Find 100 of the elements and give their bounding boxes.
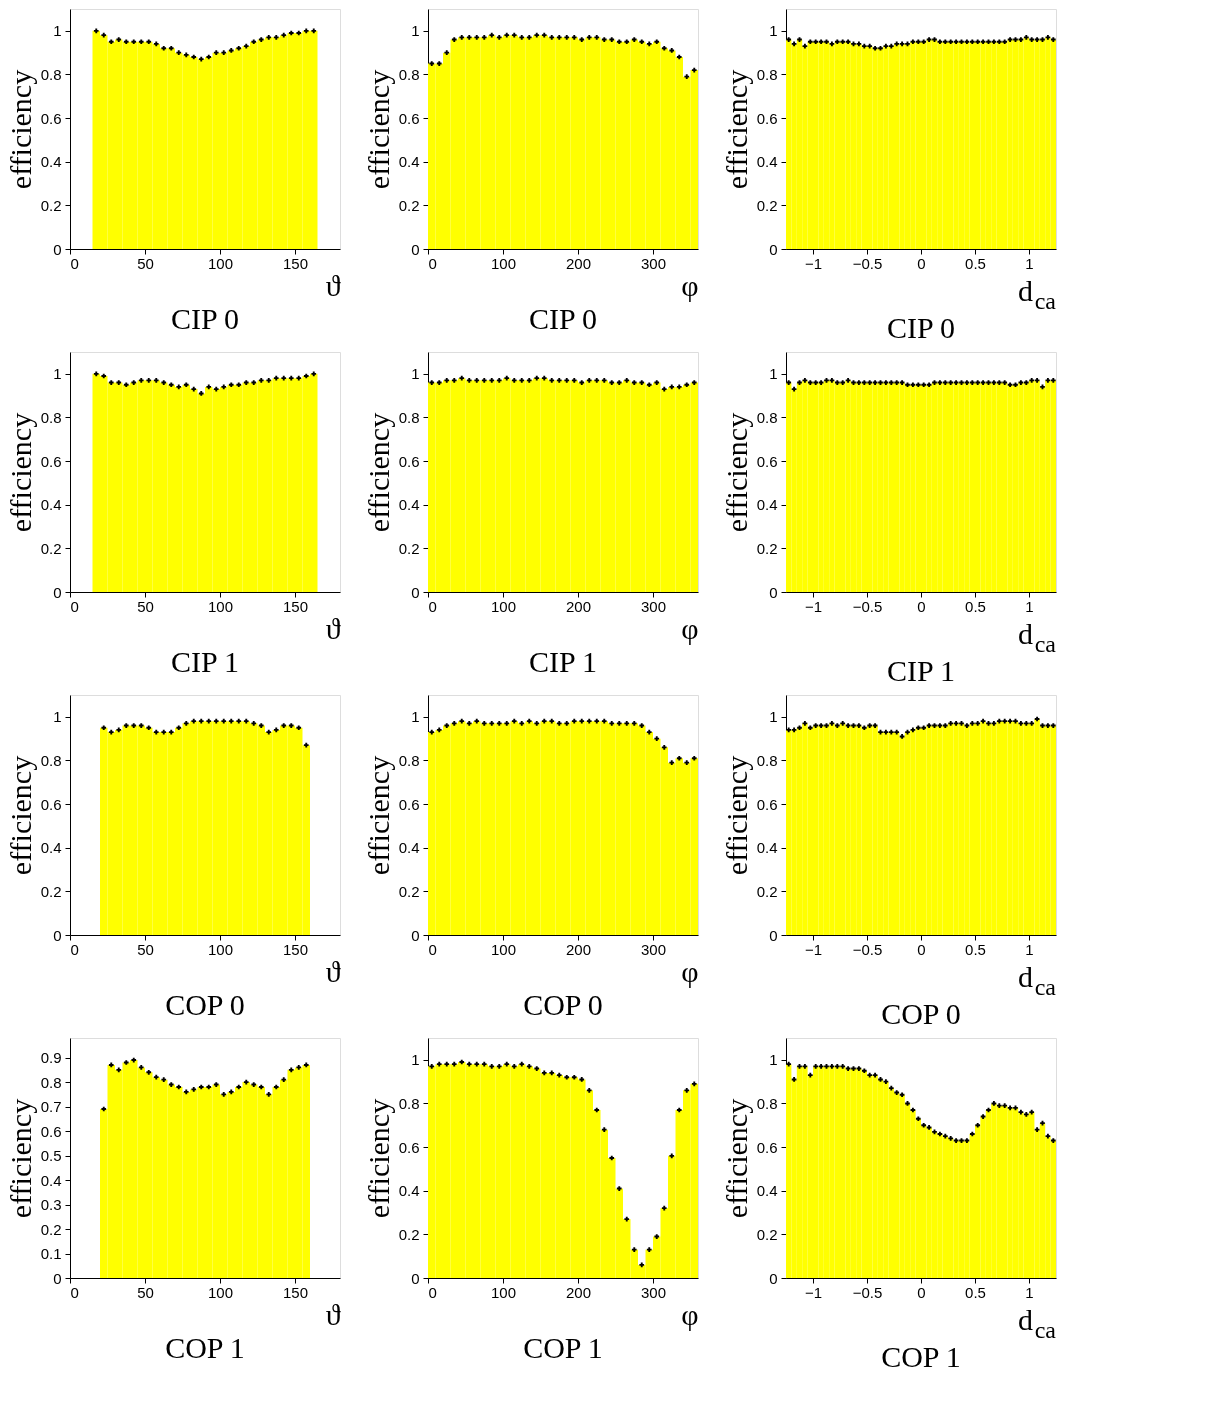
text: CIP 1 (170, 645, 240, 678)
y-tick-label: 0.8 (398, 751, 420, 769)
y-tick-label: 0.4 (398, 839, 420, 857)
x-axis-title: ϑ (325, 611, 341, 645)
x-tick-label: −1 (804, 597, 823, 615)
x-tick-label: 100 (207, 254, 234, 272)
x-tick-label: 100 (490, 1283, 517, 1301)
x-tick-label: 300 (640, 254, 667, 272)
x-axis-title: φ (681, 611, 699, 645)
y-tick-label: 0.2 (398, 539, 420, 557)
y-tick-label: 0.4 (398, 153, 420, 171)
y-tick-label: 0.6 (40, 1122, 62, 1140)
x-tick-label: 200 (565, 1283, 592, 1301)
y-tick-label: 0.4 (40, 496, 62, 514)
y-tick-label: 0.6 (756, 1138, 778, 1156)
x-axis-title: ϑ (325, 268, 341, 302)
y-tick-label: 0 (411, 583, 420, 601)
x-tick-label: 150 (282, 1283, 309, 1301)
text: COP 0 (881, 997, 961, 1030)
y-axis-title: efficiency (361, 412, 395, 533)
y-tick-label: 0.9 (40, 1049, 62, 1067)
y-tick-label: 1 (411, 365, 420, 383)
text: CIP 0 (886, 311, 956, 344)
x-tick-label: 100 (207, 940, 234, 958)
y-axis-title: efficiency (719, 755, 753, 876)
y-tick-label: 0 (53, 583, 62, 601)
y-tick-label: 0.4 (40, 1171, 62, 1189)
y-tick-label: 0 (53, 926, 62, 944)
y-tick-label: 1 (53, 365, 62, 383)
y-tick-label: 1 (411, 1051, 420, 1069)
y-tick-label: 0.8 (398, 408, 420, 426)
y-tick-label: 0.4 (40, 839, 62, 857)
x-axis-title: ϑ (325, 954, 341, 988)
y-tick-label: 0.6 (756, 795, 778, 813)
text: COP 0 (165, 988, 245, 1021)
y-tick-label: 0.5 (40, 1147, 62, 1165)
x-tick-label: −0.5 (852, 254, 883, 272)
y-axis-title: efficiency (361, 1098, 395, 1219)
x-tick-label: 200 (565, 597, 592, 615)
y-axis-title: efficiency (3, 755, 37, 876)
y-tick-label: 0.2 (40, 196, 62, 214)
x-tick-label: 1 (1025, 1283, 1034, 1301)
y-tick-label: 0.6 (398, 795, 420, 813)
y-tick-label: 0.3 (40, 1196, 62, 1214)
x-tick-label: 200 (565, 254, 592, 272)
y-tick-label: 0 (411, 240, 420, 258)
y-tick-label: 0 (769, 240, 778, 258)
y-tick-label: 0.6 (756, 452, 778, 470)
x-tick-label: 0 (428, 1283, 437, 1301)
x-tick-label: 100 (490, 254, 517, 272)
y-tick-label: 0.6 (398, 109, 420, 127)
x-tick-label: 50 (137, 254, 154, 272)
y-tick-label: 0.6 (40, 109, 62, 127)
x-tick-label: 0 (70, 1283, 79, 1301)
y-tick-label: 0.8 (398, 65, 420, 83)
x-axis-title: φ (681, 268, 699, 302)
y-tick-label: 0 (53, 240, 62, 258)
x-tick-label: 0.5 (965, 1283, 986, 1301)
x-axis-title: ϑ (325, 1297, 341, 1331)
x-tick-label: 300 (640, 940, 667, 958)
y-tick-label: 0.2 (398, 1225, 420, 1243)
x-tick-label: 100 (490, 940, 517, 958)
x-axis-title: φ (681, 954, 699, 988)
y-tick-label: 0.2 (40, 539, 62, 557)
x-tick-label: −0.5 (852, 940, 883, 958)
x-axis-title: φ (681, 1297, 699, 1331)
x-tick-label: 100 (490, 597, 517, 615)
y-tick-label: 0 (411, 926, 420, 944)
x-tick-label: 1 (1025, 597, 1034, 615)
x-tick-label: 0 (917, 254, 926, 272)
x-tick-label: 0.5 (965, 940, 986, 958)
y-axis-title: efficiency (719, 69, 753, 190)
x-tick-label: −0.5 (852, 1283, 883, 1301)
y-tick-label: 0.2 (756, 539, 778, 557)
y-axis-title: efficiency (3, 412, 37, 533)
y-tick-label: 0.1 (40, 1245, 62, 1263)
y-tick-label: 0.8 (756, 65, 778, 83)
y-tick-label: 1 (411, 708, 420, 726)
y-tick-label: 1 (769, 1051, 778, 1069)
x-tick-label: 0 (70, 940, 79, 958)
y-tick-label: 0 (769, 583, 778, 601)
y-axis-title: efficiency (3, 1098, 37, 1219)
y-tick-label: 0.2 (756, 196, 778, 214)
x-tick-label: 200 (565, 940, 592, 958)
y-tick-label: 0.2 (756, 882, 778, 900)
x-tick-label: 50 (137, 1283, 154, 1301)
x-tick-label: 150 (282, 254, 309, 272)
x-tick-label: −1 (804, 1283, 823, 1301)
y-tick-label: 0.4 (398, 496, 420, 514)
x-tick-label: 1 (1025, 254, 1034, 272)
y-axis-title: efficiency (719, 412, 753, 533)
y-tick-label: 0.6 (398, 1138, 420, 1156)
x-tick-label: 0 (70, 597, 79, 615)
y-tick-label: 0.2 (398, 196, 420, 214)
x-tick-label: 0 (70, 254, 79, 272)
y-tick-label: 0.6 (398, 452, 420, 470)
y-tick-label: 0.8 (756, 408, 778, 426)
y-tick-label: 0.2 (756, 1225, 778, 1243)
x-tick-label: 100 (207, 597, 234, 615)
text: COP 0 (523, 988, 603, 1021)
